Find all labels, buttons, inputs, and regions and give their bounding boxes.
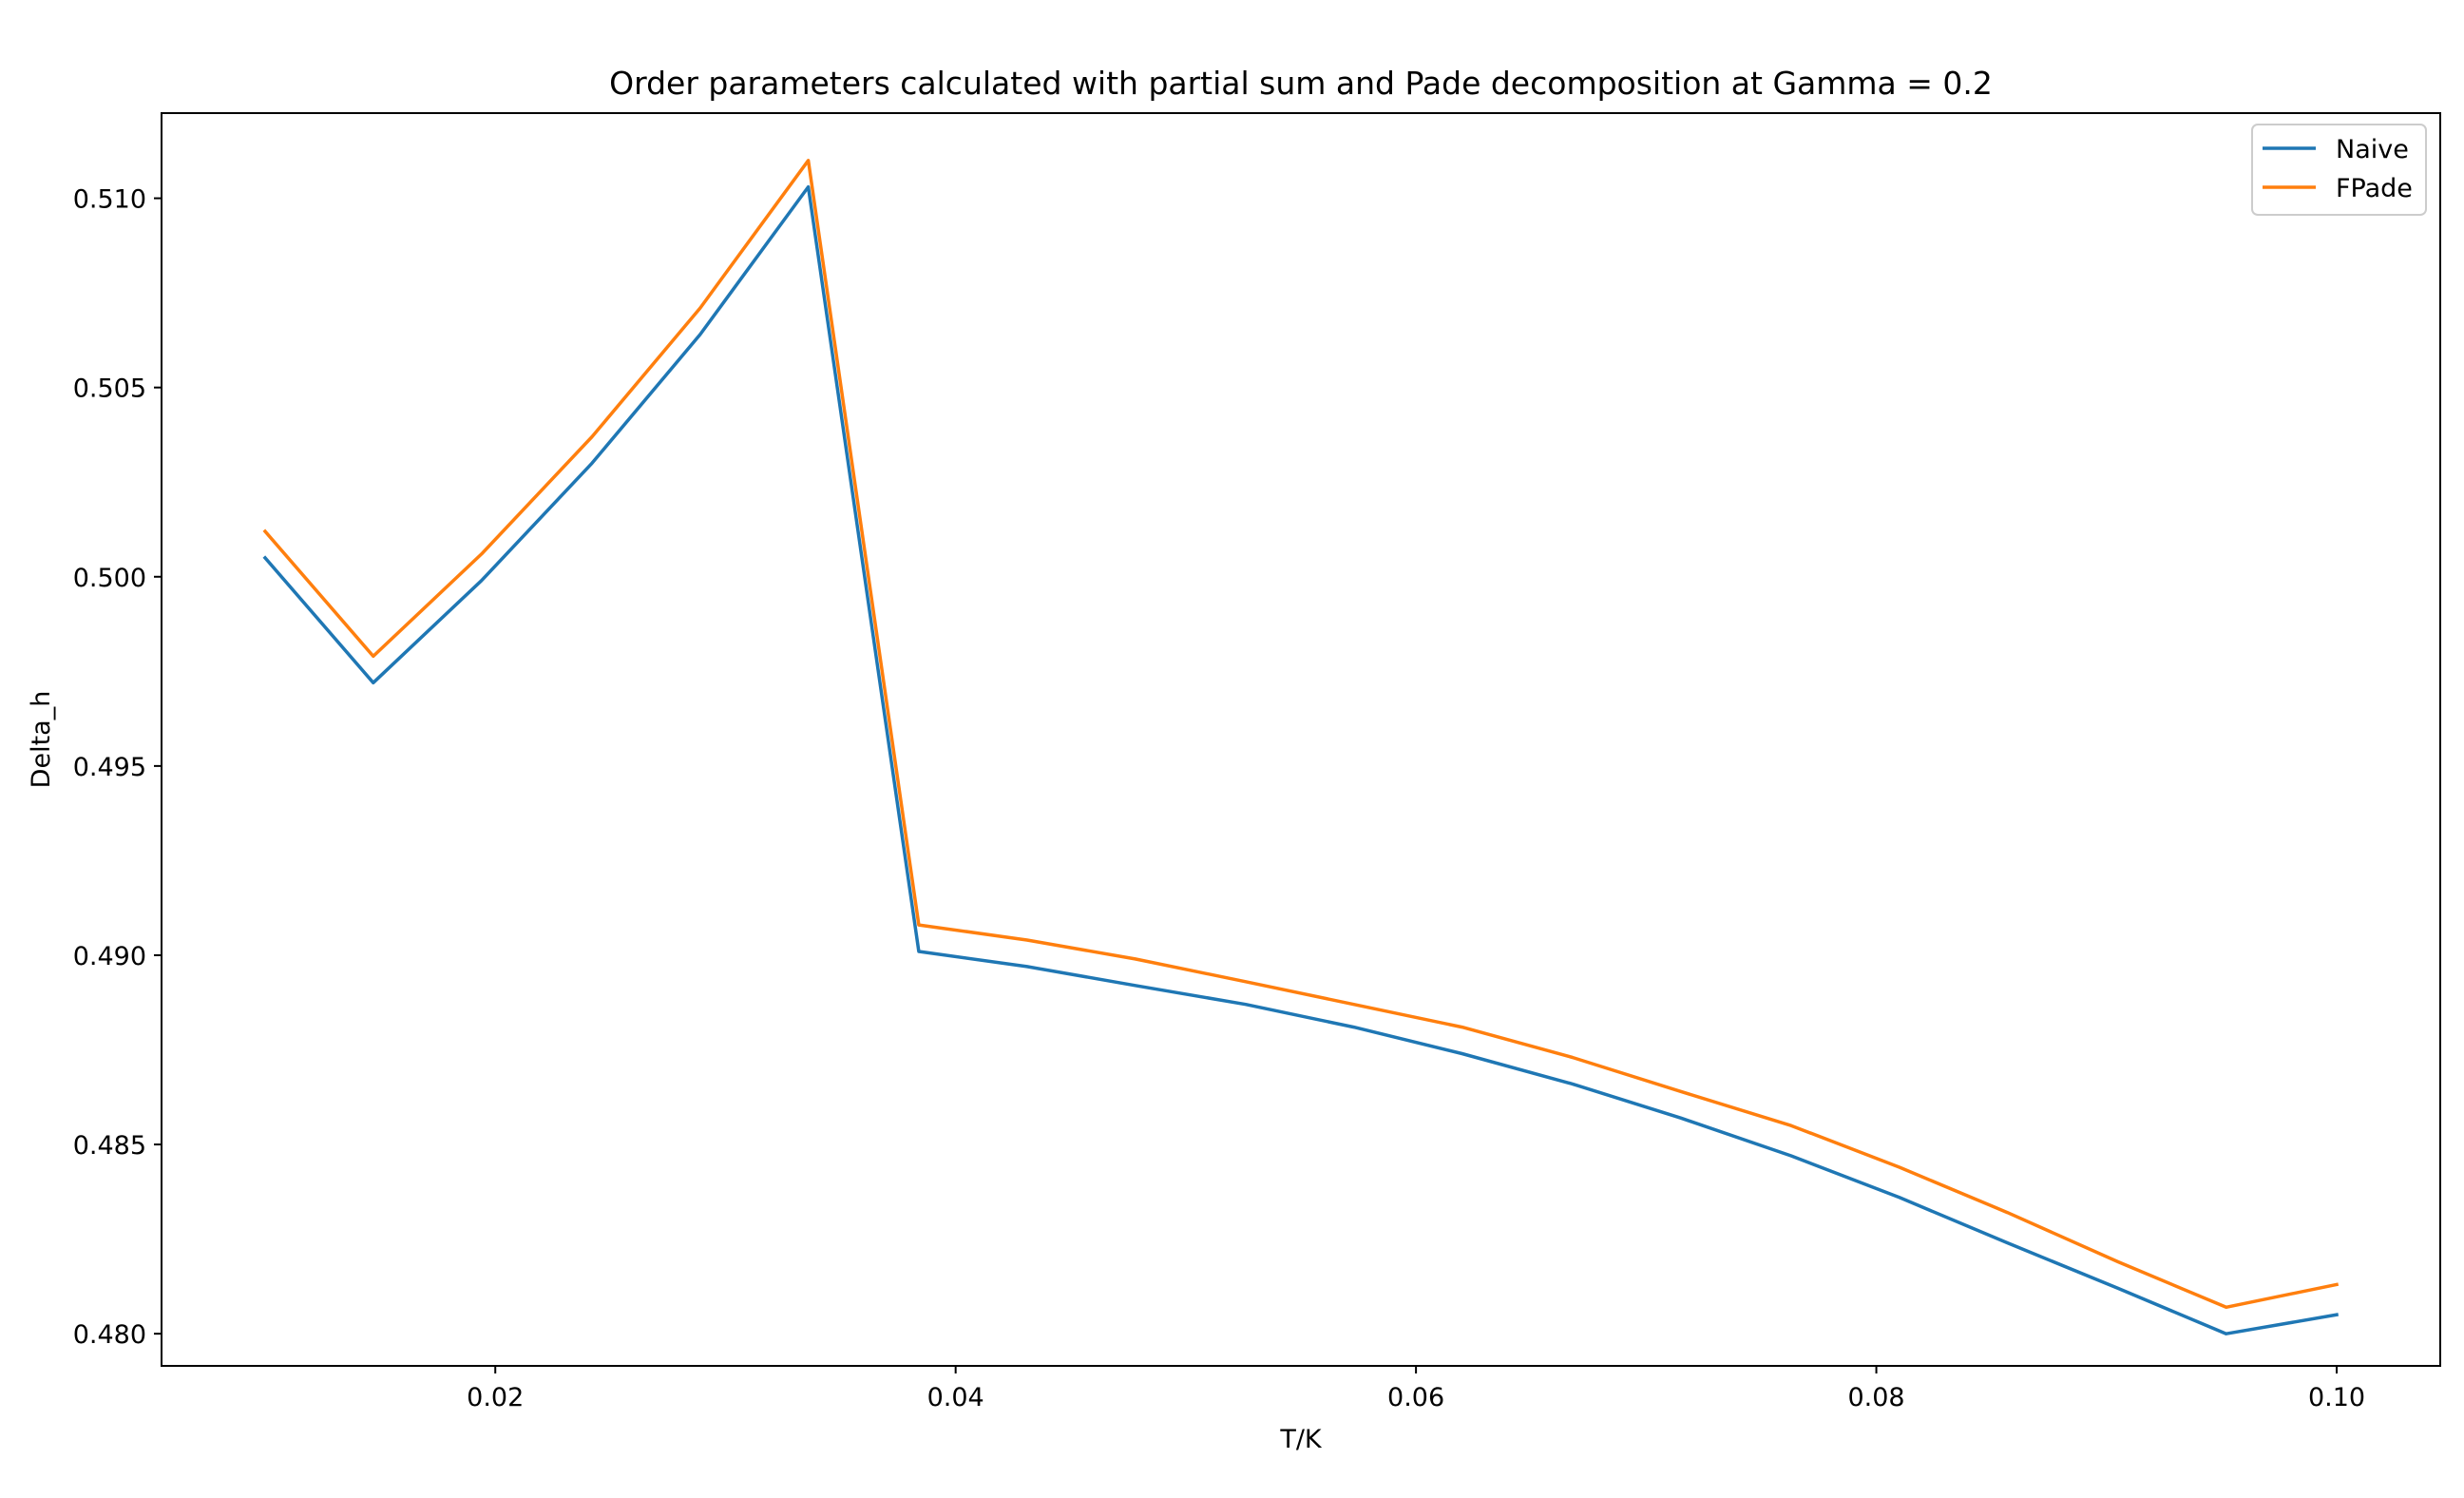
x-tick-label: 0.06 (1387, 1383, 1444, 1412)
series-line-naive (262, 184, 2340, 1335)
x-tick-label: 0.08 (1847, 1383, 1904, 1412)
y-tick-label: 0.505 (73, 374, 146, 404)
y-tick-label: 0.500 (73, 564, 146, 593)
y-tick-label: 0.480 (73, 1320, 146, 1350)
y-tick-label: 0.485 (73, 1131, 146, 1161)
y-axis-label: Delta_h (27, 691, 56, 789)
y-tick-label: 0.490 (73, 942, 146, 971)
chart-title: Order parameters calculated with partial… (609, 65, 1993, 102)
x-axis-ticks: 0.02 0.04 0.06 0.08 0.10 (467, 1366, 2365, 1412)
legend: Naive FPade (2251, 124, 2427, 216)
x-tick-label: 0.02 (467, 1383, 524, 1412)
legend-label-naive: Naive (2336, 135, 2409, 164)
plot-area (262, 159, 2340, 1335)
y-tick-label: 0.510 (73, 185, 146, 215)
y-axis-ticks: 0.480 0.485 0.490 0.495 0.500 0.505 0.510 (73, 185, 162, 1350)
axes-frame (161, 112, 2441, 1367)
x-tick-label: 0.10 (2308, 1383, 2365, 1412)
x-axis-label: T/K (1279, 1425, 1323, 1454)
series-line-fpade (262, 159, 2340, 1310)
legend-label-fpade: FPade (2336, 174, 2413, 203)
y-tick-label: 0.495 (73, 753, 146, 782)
x-tick-label: 0.04 (927, 1383, 984, 1412)
